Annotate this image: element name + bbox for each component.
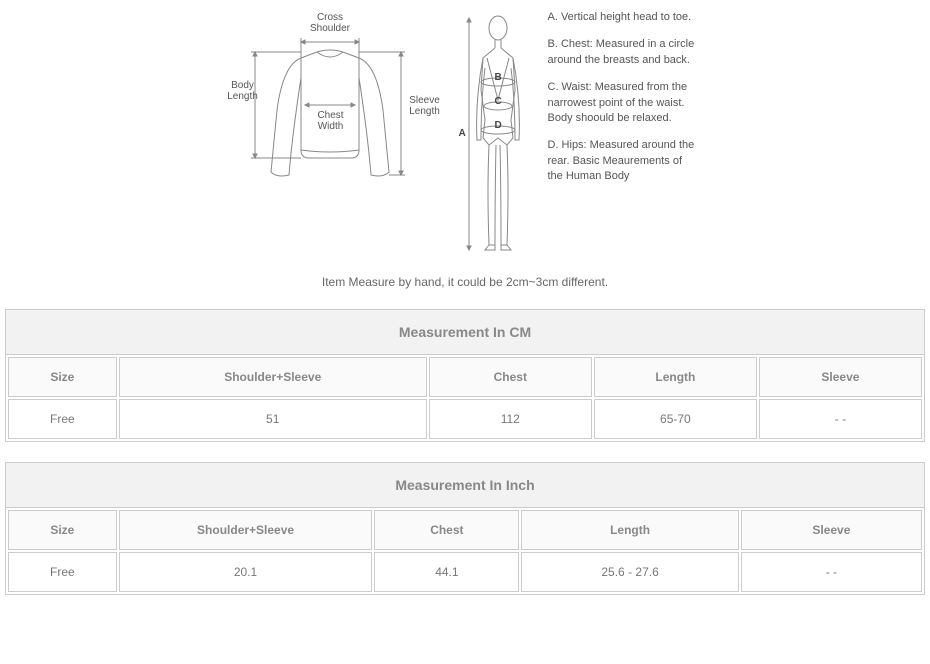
measurement-note: Item Measure by hand, it could be 2cm~3c… [0,275,930,289]
table-header: Length [594,357,757,397]
table-header: Chest [374,510,519,550]
table-inch-block: Measurement In Inch SizeShoulder+SleeveC… [5,462,925,595]
table-inch-title: Measurement In Inch [6,463,924,508]
definition-c: C. Waist: Measured from the narrowest po… [548,80,698,126]
table-cell: 20.1 [119,552,373,592]
body-point-c: C [495,96,502,107]
diagram-section: CrossShoulder BodyLength ChestWidth Slee… [0,0,930,265]
body-svg [463,10,533,260]
table-inch: SizeShoulder+SleeveChestLengthSleeve Fre… [6,508,924,594]
table-cm: SizeShoulder+SleeveChestLengthSleeve Fre… [6,355,924,441]
label-sleeve-length: SleeveLength [405,95,445,117]
body-point-b: B [495,72,502,83]
body-figure: A B C D [463,10,533,260]
table-cell: 65-70 [594,399,757,439]
table-cell: - - [741,552,922,592]
shirt-diagram: CrossShoulder BodyLength ChestWidth Slee… [233,10,413,190]
table-header: Length [521,510,738,550]
label-body-length: BodyLength [223,80,263,102]
label-cross-shoulder: CrossShoulder [303,12,358,34]
label-chest-width: ChestWidth [311,110,351,132]
table-row: Free5111265-70- - [8,399,922,439]
table-header: Size [8,357,117,397]
body-diagram-wrap: A B C D A. Vertical height head to toe. … [463,10,698,260]
definition-b: B. Chest: Measured in a circle around th… [548,37,698,68]
table-cell: 25.6 - 27.6 [521,552,738,592]
table-cell: 44.1 [374,552,519,592]
table-cell: Free [8,399,117,439]
table-cell: 112 [429,399,592,439]
table-cm-block: Measurement In CM SizeShoulder+SleeveChe… [5,309,925,442]
table-header: Shoulder+Sleeve [119,510,373,550]
definition-d: D. Hips: Measured around the rear. Basic… [548,138,698,184]
table-cell: - - [759,399,922,439]
body-point-d: D [495,120,502,131]
table-cell: Free [8,552,117,592]
body-point-a: A [459,128,466,139]
table-header: Shoulder+Sleeve [119,357,427,397]
definition-a: A. Vertical height head to toe. [548,10,698,25]
table-header: Chest [429,357,592,397]
table-header: Sleeve [741,510,922,550]
table-cell: 51 [119,399,427,439]
table-row: Free20.144.125.6 - 27.6- - [8,552,922,592]
table-header: Sleeve [759,357,922,397]
table-header: Size [8,510,117,550]
table-cm-title: Measurement In CM [6,310,924,355]
definitions: A. Vertical height head to toe. B. Chest… [548,10,698,260]
